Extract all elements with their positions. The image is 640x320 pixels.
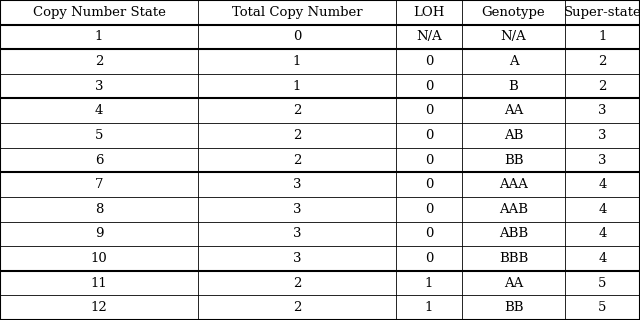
Text: 2: 2	[293, 276, 301, 290]
Text: 1: 1	[95, 30, 103, 44]
Text: 1: 1	[293, 80, 301, 93]
Text: 2: 2	[95, 55, 103, 68]
Text: 3: 3	[292, 203, 301, 216]
Text: 3: 3	[292, 178, 301, 191]
Text: 3: 3	[598, 129, 607, 142]
Text: 4: 4	[95, 104, 103, 117]
Text: AAB: AAB	[499, 203, 528, 216]
Text: 5: 5	[598, 276, 607, 290]
Text: 0: 0	[293, 30, 301, 44]
Text: 0: 0	[425, 154, 433, 166]
Text: LOH: LOH	[413, 6, 445, 19]
Text: Super-state: Super-state	[564, 6, 640, 19]
Text: 9: 9	[95, 227, 103, 240]
Text: 4: 4	[598, 203, 607, 216]
Text: 0: 0	[425, 104, 433, 117]
Text: AA: AA	[504, 276, 523, 290]
Text: 0: 0	[425, 252, 433, 265]
Text: 1: 1	[598, 30, 607, 44]
Text: 1: 1	[425, 276, 433, 290]
Text: 5: 5	[598, 301, 607, 314]
Text: 0: 0	[425, 129, 433, 142]
Text: 5: 5	[95, 129, 103, 142]
Text: 8: 8	[95, 203, 103, 216]
Text: AA: AA	[504, 104, 523, 117]
Text: 4: 4	[598, 227, 607, 240]
Text: 10: 10	[91, 252, 108, 265]
Text: Copy Number State: Copy Number State	[33, 6, 165, 19]
Text: 11: 11	[91, 276, 108, 290]
Text: 1: 1	[425, 301, 433, 314]
Text: 3: 3	[598, 104, 607, 117]
Text: BB: BB	[504, 301, 524, 314]
Text: ABB: ABB	[499, 227, 528, 240]
Text: A: A	[509, 55, 518, 68]
Text: 0: 0	[425, 227, 433, 240]
Text: 3: 3	[292, 227, 301, 240]
Text: 0: 0	[425, 178, 433, 191]
Text: 1: 1	[293, 55, 301, 68]
Text: 12: 12	[91, 301, 108, 314]
Text: 2: 2	[293, 104, 301, 117]
Text: B: B	[509, 80, 518, 93]
Text: N/A: N/A	[500, 30, 526, 44]
Text: AAA: AAA	[499, 178, 528, 191]
Text: 2: 2	[293, 301, 301, 314]
Text: BBB: BBB	[499, 252, 528, 265]
Text: 3: 3	[95, 80, 103, 93]
Text: 0: 0	[425, 80, 433, 93]
Text: 0: 0	[425, 55, 433, 68]
Text: 3: 3	[598, 154, 607, 166]
Text: 2: 2	[598, 55, 607, 68]
Text: BB: BB	[504, 154, 524, 166]
Text: N/A: N/A	[416, 30, 442, 44]
Text: 4: 4	[598, 252, 607, 265]
Text: 4: 4	[598, 178, 607, 191]
Text: 2: 2	[293, 129, 301, 142]
Text: Genotype: Genotype	[482, 6, 545, 19]
Text: AB: AB	[504, 129, 523, 142]
Text: 2: 2	[598, 80, 607, 93]
Text: 3: 3	[292, 252, 301, 265]
Text: 2: 2	[293, 154, 301, 166]
Text: 7: 7	[95, 178, 103, 191]
Text: 0: 0	[425, 203, 433, 216]
Text: 6: 6	[95, 154, 103, 166]
Text: Total Copy Number: Total Copy Number	[232, 6, 362, 19]
